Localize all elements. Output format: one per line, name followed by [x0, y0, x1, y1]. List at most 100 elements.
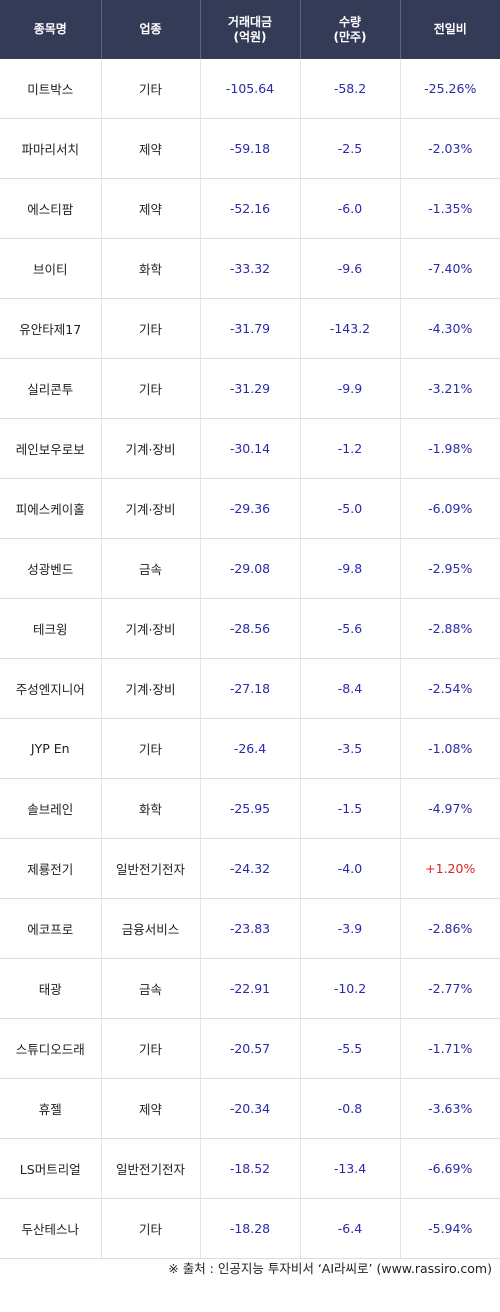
table-row: 유안타제17 기타 -31.79 -143.2 -4.30%: [0, 298, 500, 359]
trade-amount-cell: -18.28: [200, 1198, 301, 1259]
stock-name-cell: 실리콘투: [0, 358, 102, 419]
stock-name-cell: 테크윙: [0, 598, 102, 659]
trade-amount-cell: -23.83: [200, 898, 301, 959]
stock-name-cell: 스튜디오드래: [0, 1018, 102, 1079]
trade-amount-cell: -26.4: [200, 718, 301, 779]
sector-cell: 기타: [101, 298, 201, 359]
sector-cell: 기계·장비: [101, 598, 201, 659]
stock-name-cell: 브이티: [0, 238, 102, 299]
change-cell: -1.08%: [400, 718, 500, 779]
change-cell: -5.94%: [400, 1198, 500, 1259]
table-row: 솔브레인 화학 -25.95 -1.5 -4.97%: [0, 778, 500, 839]
table-row: 스튜디오드래 기타 -20.57 -5.5 -1.71%: [0, 1018, 500, 1079]
stock-name-cell: 피에스케이홀: [0, 478, 102, 539]
volume-cell: -5.0: [300, 478, 401, 539]
change-cell: -1.35%: [400, 178, 500, 239]
volume-cell: -9.8: [300, 538, 401, 599]
table-row: 에스티팜 제약 -52.16 -6.0 -1.35%: [0, 178, 500, 239]
sector-cell: 화학: [101, 778, 201, 839]
trade-amount-cell: -22.91: [200, 958, 301, 1019]
sector-cell: 일반전기전자: [101, 838, 201, 899]
header-volume: 수량 (만주): [300, 0, 401, 59]
sector-cell: 기타: [101, 358, 201, 419]
volume-cell: -9.6: [300, 238, 401, 299]
sector-cell: 기계·장비: [101, 658, 201, 719]
stock-name-cell: 솔브레인: [0, 778, 102, 839]
stock-name-cell: JYP En: [0, 718, 102, 779]
header-sector: 업종: [101, 0, 201, 59]
stock-name-cell: 유안타제17: [0, 298, 102, 359]
table-header: 종목명 업종 거래대금 (억원) 수량 (만주) 전일비: [0, 0, 500, 59]
table-row: 제룡전기 일반전기전자 -24.32 -4.0 +1.20%: [0, 838, 500, 899]
trade-amount-cell: -20.57: [200, 1018, 301, 1079]
trade-amount-cell: -31.29: [200, 358, 301, 419]
stock-table: 종목명 업종 거래대금 (억원) 수량 (만주) 전일비 미트박스 기타 -105.64…: [0, 0, 500, 1259]
sector-cell: 일반전기전자: [101, 1138, 201, 1199]
change-cell: -3.63%: [400, 1078, 500, 1139]
volume-cell: -143.2: [300, 298, 401, 359]
source-footer: ※ 출처 : 인공지능 투자비서 ‘AI라씨로’ (www.rassiro.co…: [168, 1261, 492, 1276]
trade-amount-cell: -24.32: [200, 838, 301, 899]
change-cell: -4.97%: [400, 778, 500, 839]
change-cell: -6.09%: [400, 478, 500, 539]
trade-amount-cell: -18.52: [200, 1138, 301, 1199]
sector-cell: 기타: [101, 718, 201, 779]
sector-cell: 제약: [101, 118, 201, 179]
change-cell: -1.71%: [400, 1018, 500, 1079]
trade-amount-cell: -52.16: [200, 178, 301, 239]
stock-name-cell: LS머트리얼: [0, 1138, 102, 1199]
table-row: LS머트리얼 일반전기전자 -18.52 -13.4 -6.69%: [0, 1138, 500, 1199]
volume-cell: -8.4: [300, 658, 401, 719]
sector-cell: 기타: [101, 1018, 201, 1079]
stock-name-cell: 파마리서치: [0, 118, 102, 179]
sector-cell: 기계·장비: [101, 478, 201, 539]
stock-name-cell: 휴젤: [0, 1078, 102, 1139]
sector-cell: 기타: [101, 59, 201, 119]
sector-cell: 금속: [101, 538, 201, 599]
volume-cell: -3.5: [300, 718, 401, 779]
volume-cell: -58.2: [300, 59, 401, 119]
volume-cell: -0.8: [300, 1078, 401, 1139]
trade-amount-cell: -31.79: [200, 298, 301, 359]
volume-cell: -2.5: [300, 118, 401, 179]
trade-amount-cell: -29.08: [200, 538, 301, 599]
sector-cell: 금속: [101, 958, 201, 1019]
header-row: 종목명 업종 거래대금 (억원) 수량 (만주) 전일비: [0, 0, 500, 59]
trade-amount-cell: -20.34: [200, 1078, 301, 1139]
table-row: JYP En 기타 -26.4 -3.5 -1.08%: [0, 718, 500, 779]
volume-cell: -4.0: [300, 838, 401, 899]
table-row: 태광 금속 -22.91 -10.2 -2.77%: [0, 958, 500, 1019]
sector-cell: 화학: [101, 238, 201, 299]
change-cell: -7.40%: [400, 238, 500, 299]
sector-cell: 기타: [101, 1198, 201, 1259]
volume-cell: -1.5: [300, 778, 401, 839]
change-cell: -2.03%: [400, 118, 500, 179]
table-row: 테크윙 기계·장비 -28.56 -5.6 -2.88%: [0, 598, 500, 659]
table-row: 브이티 화학 -33.32 -9.6 -7.40%: [0, 238, 500, 299]
change-cell: -3.21%: [400, 358, 500, 419]
change-cell: -4.30%: [400, 298, 500, 359]
change-cell: -1.98%: [400, 418, 500, 479]
table-row: 휴젤 제약 -20.34 -0.8 -3.63%: [0, 1078, 500, 1139]
trade-amount-cell: -25.95: [200, 778, 301, 839]
volume-cell: -3.9: [300, 898, 401, 959]
trade-amount-cell: -30.14: [200, 418, 301, 479]
table-row: 에코프로 금융서비스 -23.83 -3.9 -2.86%: [0, 898, 500, 959]
change-cell: +1.20%: [400, 838, 500, 899]
stock-name-cell: 주성엔지니어: [0, 658, 102, 719]
header-change: 전일비: [400, 0, 500, 59]
table-row: 실리콘투 기타 -31.29 -9.9 -3.21%: [0, 358, 500, 419]
change-cell: -2.95%: [400, 538, 500, 599]
header-stock-name: 종목명: [0, 0, 102, 59]
volume-cell: -6.0: [300, 178, 401, 239]
trade-amount-cell: -33.32: [200, 238, 301, 299]
table-row: 두산테스나 기타 -18.28 -6.4 -5.94%: [0, 1198, 500, 1259]
change-cell: -2.86%: [400, 898, 500, 959]
volume-cell: -5.5: [300, 1018, 401, 1079]
change-cell: -25.26%: [400, 59, 500, 119]
volume-cell: -1.2: [300, 418, 401, 479]
stock-name-cell: 미트박스: [0, 59, 102, 119]
table-body: 미트박스 기타 -105.64 -58.2 -25.26% 파마리서치 제약 -59.18 -2…: [0, 59, 500, 1259]
table-row: 레인보우로보 기계·장비 -30.14 -1.2 -1.98%: [0, 418, 500, 479]
